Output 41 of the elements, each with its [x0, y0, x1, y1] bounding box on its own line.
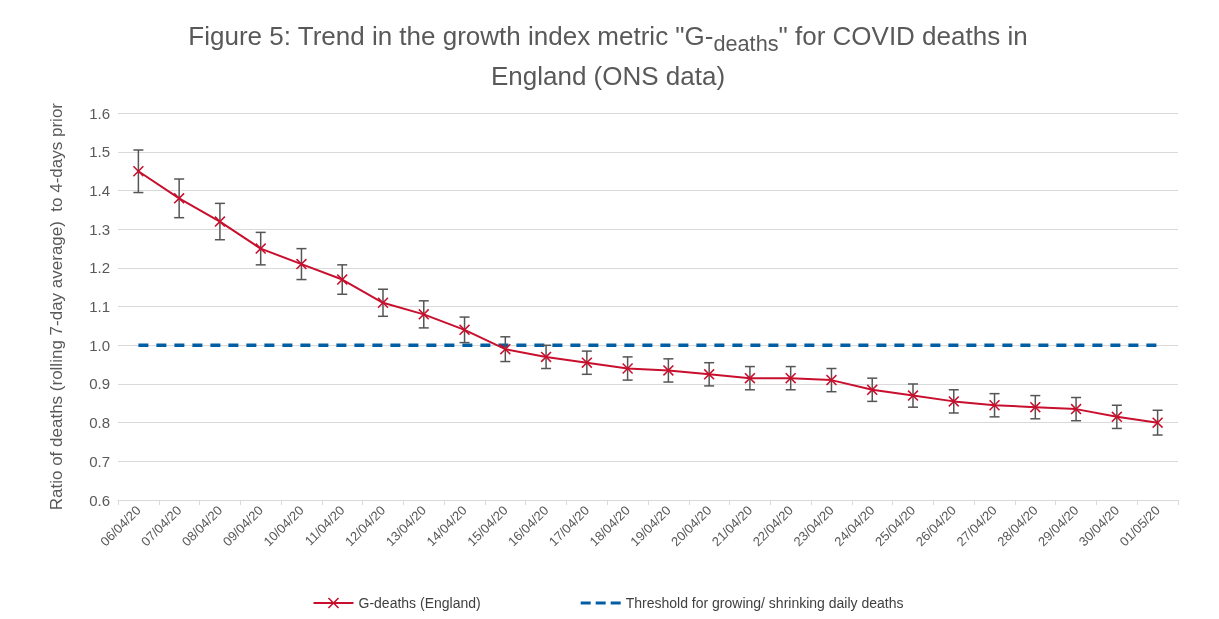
- point: [255, 243, 267, 255]
- point: [1111, 411, 1123, 423]
- point: [1152, 417, 1164, 429]
- point: [948, 396, 960, 408]
- point: [744, 372, 756, 384]
- y-axis-title: Ratio of deaths (rolling 7-day average) to 4-days prior: [46, 102, 66, 511]
- point: [499, 343, 511, 355]
- point: [459, 324, 471, 336]
- point: [907, 390, 919, 402]
- y-tick-label: 1.0: [89, 336, 110, 354]
- y-tick-label: 0.7: [89, 453, 110, 471]
- point: [581, 357, 593, 369]
- y-tick-label: 1.4: [89, 182, 110, 200]
- y-tick-label: 0.8: [89, 414, 110, 432]
- point: [825, 374, 837, 386]
- point: [622, 363, 634, 375]
- point: [662, 365, 674, 377]
- legend-label: Threshold for growing/ shrinking daily deaths: [625, 595, 904, 612]
- point: [1070, 403, 1082, 415]
- point: [1029, 401, 1041, 413]
- point: [336, 274, 348, 286]
- y-tick-label: 1.6: [89, 104, 110, 122]
- y-tick-label: 1.3: [89, 220, 110, 238]
- point: [377, 297, 389, 309]
- point: [703, 369, 715, 380]
- point: [866, 384, 878, 396]
- point: [295, 258, 307, 270]
- point: [540, 351, 552, 363]
- chart-title: Figure 5: Trend in the growth index metric "G-$_{deaths}$" for COVID deaths in England (ONS data): [188, 21, 1028, 92]
- y-tick-label: 0.9: [89, 375, 110, 393]
- point: [785, 372, 797, 384]
- point: [132, 165, 144, 177]
- legend-label: G-deaths (England): [358, 595, 481, 612]
- y-tick-label: 1.1: [89, 298, 110, 316]
- y-tick-label: 0.6: [89, 491, 110, 509]
- y-tick-label: 1.5: [89, 143, 110, 161]
- point: [989, 399, 1001, 411]
- point: [173, 193, 185, 205]
- point: [418, 309, 430, 321]
- y-tick-label: 1.2: [89, 259, 110, 277]
- point: [214, 216, 226, 228]
